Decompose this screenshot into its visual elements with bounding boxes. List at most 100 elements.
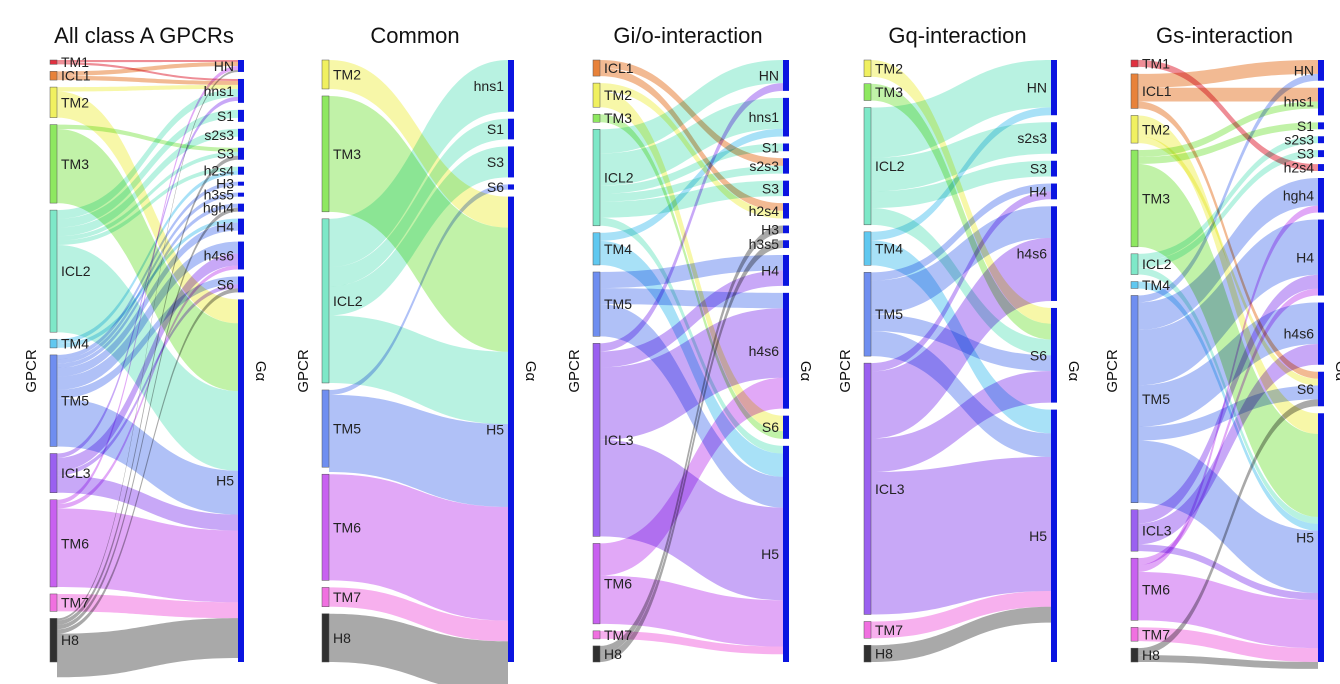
gpcr-node-icl2: [863, 107, 872, 226]
galpha-node-h3: [783, 225, 789, 234]
flow-tm6-to-h5: [329, 474, 508, 621]
gpcr-node-label: TM7: [1142, 626, 1170, 642]
flow-tm5-to-h4: [57, 222, 238, 377]
galpha-node-s1: [508, 118, 514, 140]
flow-icl3-to-h5: [600, 439, 783, 601]
galpha-node-s3: [783, 180, 789, 197]
galpha-axis-label: Gα: [522, 361, 539, 382]
flow-h8-to-h3: [600, 225, 783, 654]
gpcr-node-tm3: [49, 124, 58, 204]
flow-tm3-to-s3: [57, 124, 238, 152]
galpha-node-s6: [508, 184, 514, 190]
galpha-node-h5: [238, 299, 244, 662]
gpcr-node-label: TM5: [1142, 391, 1170, 407]
flow-icl3-to-h5: [871, 456, 1051, 615]
flow-icl2-to-s2s3: [57, 128, 238, 237]
flow-tm6-to-h4s6: [57, 265, 238, 509]
galpha-node-label: h3s5: [749, 236, 780, 252]
flow-tm6-to-h5: [600, 575, 783, 647]
flow-links: [600, 60, 783, 662]
galpha-node-h2s4: [238, 166, 244, 175]
galpha-axis-label: Gα: [797, 361, 814, 382]
gpcr-node-icl3: [49, 453, 58, 493]
galpha-node-s3: [1051, 160, 1057, 177]
gpcr-node-label: TM5: [61, 393, 89, 409]
galpha-node-h4s6: [783, 292, 789, 409]
flow-tm6-to-hgh4: [1138, 205, 1318, 573]
flow-icl1-to-s6: [1138, 101, 1318, 379]
flow-tm5-to-h5: [57, 398, 238, 515]
galpha-node-s6: [1318, 371, 1324, 407]
gpcr-node-tm5: [1130, 295, 1139, 503]
flow-icl2-to-h5: [329, 315, 508, 425]
flow-tm5-to-s6: [1138, 385, 1318, 441]
galpha-node-label: h4s6: [1284, 326, 1315, 342]
gpcr-node-tm3: [592, 113, 601, 123]
flow-h8-to-h5: [57, 618, 238, 678]
flow-tm5-to-h4: [1138, 219, 1318, 386]
gpcr-node-h8: [1130, 647, 1139, 663]
flow-tm5-to-h4: [871, 183, 1051, 281]
galpha-node-label: H4: [216, 219, 234, 235]
flow-tm5-to-h5: [329, 394, 508, 507]
gpcr-axis-label: GPCR: [295, 349, 312, 393]
gpcr-node-tm5: [592, 271, 601, 337]
galpha-node-s3: [508, 146, 514, 178]
flow-tm2-to-hns1: [57, 84, 238, 92]
gpcr-node-h8: [321, 613, 330, 663]
galpha-node-h3s5: [783, 240, 789, 248]
flow-icl1-to-hn: [1138, 60, 1318, 88]
flow-tm5-to-h5: [1138, 440, 1318, 593]
galpha-node-label: s2s3: [204, 127, 234, 143]
flow-icl2-to-s1: [57, 109, 238, 228]
flow-tm5-to-h3: [57, 181, 238, 360]
gpcr-node-label: ICL2: [1142, 256, 1172, 272]
galpha-node-h4: [1051, 183, 1057, 200]
flow-icl3-to-s6: [57, 284, 238, 476]
gpcr-node-tm7: [49, 593, 58, 612]
flow-tm5-to-h4s6: [871, 206, 1051, 315]
gpcr-node-tm3: [321, 95, 330, 213]
galpha-node-label: hgh4: [203, 200, 234, 216]
gpcr-node-label: TM2: [61, 94, 89, 110]
galpha-node-label: S3: [217, 146, 234, 162]
panel-title: Common: [370, 23, 459, 48]
flow-tm6-to-h4s6: [600, 377, 783, 576]
galpha-node-s6: [783, 415, 789, 439]
galpha-node-label: S6: [1030, 347, 1047, 363]
flow-icl2-to-hn: [600, 60, 783, 154]
flow-tm7-to-h5: [871, 591, 1051, 639]
gpcr-node-label: ICL2: [61, 263, 91, 279]
flow-links: [871, 60, 1051, 662]
flow-tm5-to-s6: [57, 276, 238, 399]
galpha-node-h3: [238, 181, 244, 186]
gpcr-axis-label: GPCR: [566, 349, 583, 393]
galpha-node-label: H5: [486, 421, 504, 437]
galpha-node-s6: [1051, 307, 1057, 403]
galpha-node-label: h2s4: [749, 203, 780, 219]
gpcr-node-label: TM6: [333, 519, 361, 535]
galpha-node-label: h3s5: [204, 187, 235, 203]
gpcr-node-label: TM5: [333, 421, 361, 437]
gpcr-node-tm6: [1130, 557, 1139, 621]
flow-tm7-to-h5: [57, 593, 238, 619]
galpha-node-label: S6: [1297, 381, 1314, 397]
panel-title: All class A GPCRs: [54, 23, 234, 48]
gpcr-node-label: TM4: [1142, 277, 1170, 293]
flow-h8-to-s6: [57, 288, 238, 634]
galpha-axis-label: Gα: [1332, 361, 1340, 382]
galpha-node-s2s3: [1318, 136, 1324, 144]
galpha-node-label: H4: [1296, 250, 1314, 266]
gpcr-axis-label: GPCR: [23, 349, 40, 393]
gpcr-node-tm5: [49, 354, 58, 447]
gpcr-node-tm2: [49, 86, 58, 118]
panel-gs-interaction: Gs-interaction GPCR Gα TM1 ICL1 TM2 TM3 ICL2 TM4…: [1104, 23, 1340, 669]
gpcr-node-icl2: [592, 129, 601, 227]
galpha-node-label: H3: [761, 221, 779, 237]
gpcr-node-label: ICL2: [333, 293, 363, 309]
galpha-node-label: S3: [762, 180, 779, 196]
galpha-node-label: s2s3: [1017, 130, 1047, 146]
gpcr-node-label: ICL3: [1142, 522, 1172, 538]
flow-icl3-to-s6: [871, 371, 1051, 473]
flow-tm3-to-s6: [871, 83, 1051, 340]
